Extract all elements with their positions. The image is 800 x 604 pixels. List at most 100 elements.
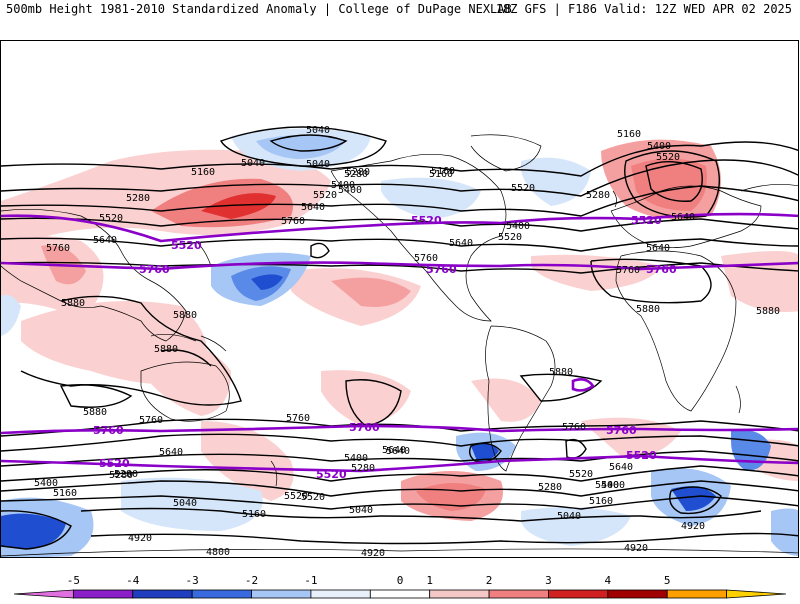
anomaly-neg-asia xyxy=(1,294,21,336)
anomaly-pos-sepac xyxy=(321,370,411,426)
colorbar-segment xyxy=(72,589,134,599)
label-5040-arctic-b: 5040 xyxy=(241,158,265,169)
label-5280-d: 5280 xyxy=(114,469,138,480)
colorbar-tick-label: 5 xyxy=(664,574,671,587)
colorbar-tick-label: -3 xyxy=(186,574,199,587)
label-5280-e: 5280 xyxy=(538,482,562,493)
label-5040-d: 5040 xyxy=(557,511,581,522)
label-5760-e: 5760 xyxy=(286,413,310,424)
label-4920-b: 4920 xyxy=(361,548,385,558)
colorbar-tick-label: 0 xyxy=(397,574,404,587)
coast-greenland xyxy=(470,134,542,172)
anomaly-neg-so-pac-west-core xyxy=(1,513,66,549)
coast-asia xyxy=(1,209,187,342)
anomaly-neg-so-ocean xyxy=(121,477,263,531)
clim-5520-north xyxy=(1,212,798,243)
anomaly-pos-africa-east xyxy=(721,251,798,312)
anomaly-pos-npac-max xyxy=(201,193,276,219)
colorbar-tick-label: -1 xyxy=(304,574,317,587)
colorbar-tick-label: -2 xyxy=(245,574,258,587)
contour-5160-n xyxy=(1,141,798,177)
label-5520-h: 5520 xyxy=(301,492,325,503)
coast-north-america xyxy=(330,154,507,322)
clim-5880-samer xyxy=(571,378,595,392)
colorbar-segment xyxy=(369,589,431,599)
label-5640-g: 5640 xyxy=(382,445,406,456)
label-5160-d: 5160 xyxy=(242,509,266,520)
contour-5880-wpac xyxy=(160,349,212,367)
contour-low-spac-west xyxy=(1,510,72,550)
contour-5400-s xyxy=(1,465,798,482)
label-5760-g: 5760 xyxy=(46,243,70,254)
contour-5880-samer xyxy=(519,373,603,402)
colorbar-segment xyxy=(548,589,609,599)
label-5760-f: 5760 xyxy=(562,422,586,433)
colorbar-tick-label: 2 xyxy=(486,574,493,587)
label-5400-e: 5400 xyxy=(34,478,58,489)
coast-africa xyxy=(615,250,737,412)
colorbar-segment xyxy=(191,589,252,599)
clim-5760-north xyxy=(1,261,798,271)
coast-nz xyxy=(270,460,278,487)
contour-low-npac-small xyxy=(310,242,330,259)
anomaly-pos-wpac xyxy=(131,339,231,416)
label-5880-e: 5880 xyxy=(636,304,660,315)
anomaly-pos-europe-core xyxy=(631,158,707,211)
colorbar-tick-label: 4 xyxy=(605,574,612,587)
label-5040-arctic: 5040 xyxy=(306,125,330,136)
label-5040-e: 5040 xyxy=(306,159,330,170)
label-5640-f: 5640 xyxy=(159,447,183,458)
label-5520-b: 5520 xyxy=(99,213,123,224)
contour-low-sindian xyxy=(669,486,722,515)
anomaly-pos-samer xyxy=(471,378,541,422)
label-5400-a: 5400 xyxy=(331,180,355,191)
colorbar-segment xyxy=(488,589,549,599)
clim-label-5520-f: 5520 xyxy=(626,449,657,462)
label-5520-g: 5520 xyxy=(511,183,535,194)
label-5280-g: 5280 xyxy=(344,169,368,180)
label-5400-c: 5400 xyxy=(647,141,671,152)
clim-label-5760-f: 5760 xyxy=(606,424,637,437)
contour-high-europe-inner xyxy=(645,161,703,202)
label-5400-b: 5400 xyxy=(506,221,530,232)
contour-5880-atl xyxy=(590,258,712,304)
anomaly-neg-canada xyxy=(381,177,481,219)
label-4920-c: 4920 xyxy=(624,543,648,554)
label-5160-a: 5160 xyxy=(191,167,215,178)
contour-5880-sepac xyxy=(345,379,402,427)
contour-5760-n xyxy=(1,261,798,274)
clim-label-5520-c: 5520 xyxy=(631,214,662,227)
contour-high-europe xyxy=(624,150,720,218)
clim-label-5520-d: 5520 xyxy=(99,457,130,470)
anomaly-neg-far-east xyxy=(771,508,798,556)
negative-anomaly-shading xyxy=(1,128,798,557)
map-canvas: 5040 5040 5160 5280 5400 5520 5640 5280 … xyxy=(1,125,798,558)
clim-label-5760-e: 5760 xyxy=(349,421,380,434)
colorbar-segment xyxy=(429,589,490,599)
colorbar-segment xyxy=(726,589,787,599)
contour-5040-s xyxy=(80,507,762,522)
label-4920-d: 4920 xyxy=(681,521,705,532)
label-5520-a: 5520 xyxy=(313,190,337,201)
anomaly-neg-sindian-core xyxy=(671,486,716,511)
anomaly-neg-drake-core xyxy=(471,443,499,462)
contour-5880-asia xyxy=(20,295,242,406)
contour-5280-n xyxy=(1,159,798,197)
contour-5280-s xyxy=(1,480,798,497)
colorbar-segment xyxy=(132,589,193,599)
map-title: 500mb Height 1981-2010 Standardized Anom… xyxy=(6,2,512,16)
coast-asia-east xyxy=(740,184,798,192)
label-5760-b: 5760 xyxy=(414,253,438,264)
label-5880-f: 5880 xyxy=(756,306,780,317)
clim-5520-south xyxy=(1,454,798,473)
label-5160-b: 5160 xyxy=(431,166,455,177)
anomaly-map: 5040 5040 5160 5280 5400 5520 5640 5280 … xyxy=(0,40,799,558)
coast-australia xyxy=(140,361,230,422)
label-5280-h: 5280 xyxy=(109,470,133,481)
label-5880-g: 5880 xyxy=(549,367,573,378)
contour-5640-n xyxy=(1,237,798,252)
label-5160-g: 5160 xyxy=(429,169,453,180)
label-5640-h: 5640 xyxy=(609,462,633,473)
colorbar-segment xyxy=(607,589,668,599)
label-5280-a: 5280 xyxy=(346,167,370,178)
